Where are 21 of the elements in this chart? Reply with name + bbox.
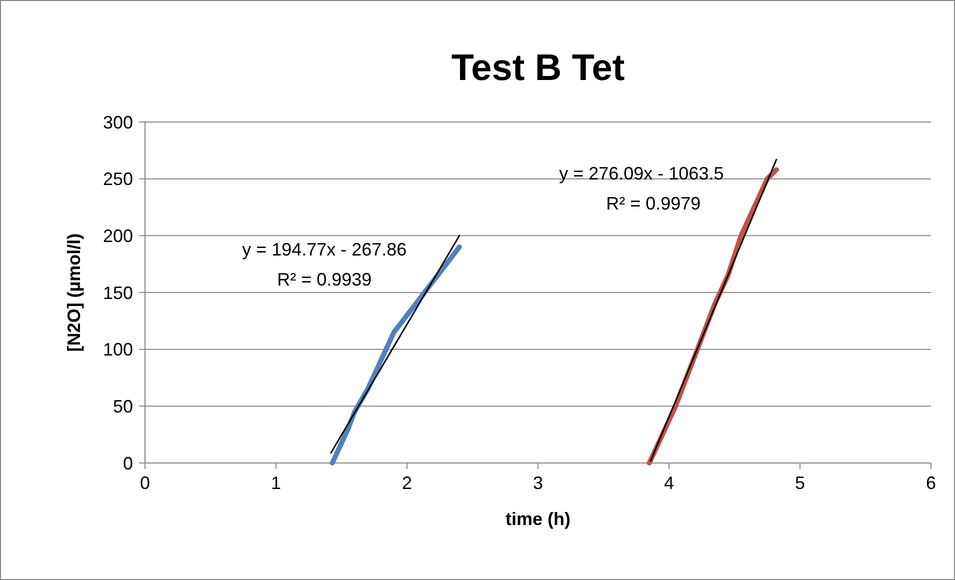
annotation: R² = 0.9979 xyxy=(606,194,701,214)
annotation: y = 194.77x - 267.86 xyxy=(242,240,407,260)
y-tick-label: 300 xyxy=(102,112,133,132)
chart-title: Test B Tet xyxy=(451,47,625,88)
y-tick-label: 0 xyxy=(122,453,133,474)
annotation: y = 276.09x - 1063.5 xyxy=(559,164,724,184)
x-axis-title: time (h) xyxy=(506,509,570,529)
y-tick-label: 150 xyxy=(102,282,133,303)
x-tick-label: 6 xyxy=(926,473,936,493)
y-axis-title: [N2O] (µmol/l) xyxy=(64,233,84,352)
annotation: R² = 0.9939 xyxy=(277,270,372,290)
x-tick-label: 1 xyxy=(270,473,282,493)
x-tick-label: 5 xyxy=(794,473,806,493)
x-tick-label: 4 xyxy=(664,473,674,493)
y-tick-label: 50 xyxy=(112,396,133,416)
x-tick-label: 2 xyxy=(402,473,412,493)
x-tick-label: 0 xyxy=(140,473,150,493)
y-tick-label: 100 xyxy=(102,340,133,360)
y-tick-label: 200 xyxy=(102,226,133,246)
x-tick-label: 3 xyxy=(532,473,544,493)
y-tick-label: 250 xyxy=(102,169,133,190)
